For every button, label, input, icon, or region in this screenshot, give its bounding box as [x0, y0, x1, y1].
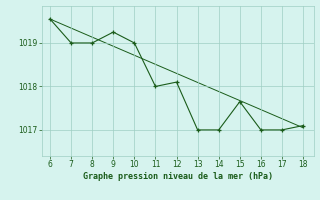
X-axis label: Graphe pression niveau de la mer (hPa): Graphe pression niveau de la mer (hPa) — [83, 172, 273, 181]
